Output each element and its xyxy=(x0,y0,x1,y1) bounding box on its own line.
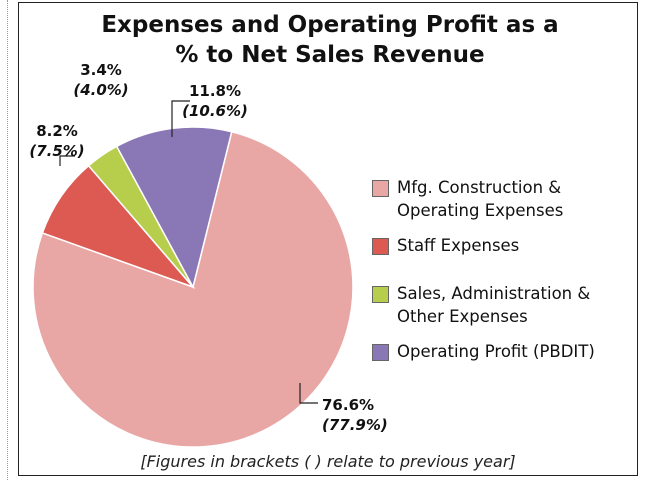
legend-swatch xyxy=(372,286,389,303)
previous-value-label: (7.5%) xyxy=(29,142,84,160)
legend-swatch xyxy=(372,344,389,361)
legend-item: Operating Profit (PBDIT) xyxy=(372,340,627,363)
dotted-border xyxy=(7,0,8,480)
frame xyxy=(18,2,638,476)
legend-item: Staff Expenses xyxy=(372,234,627,257)
legend-swatch xyxy=(372,238,389,255)
legend-item: Mfg. Construction & Operating Expenses xyxy=(372,176,627,222)
leader-line xyxy=(59,155,75,166)
footnote: [Figures in brackets ( ) relate to previ… xyxy=(140,452,516,471)
legend-swatch xyxy=(372,180,389,197)
previous-value-label: (10.6%) xyxy=(182,102,248,120)
value-label: 11.8% xyxy=(189,82,241,100)
leader-line xyxy=(171,100,190,137)
legend-item: Sales, Administration & Other Expenses xyxy=(372,282,627,328)
previous-value-label: (77.9%) xyxy=(322,416,388,434)
legend-label: Staff Expenses xyxy=(397,236,520,255)
previous-value-label: (4.0%) xyxy=(73,81,128,99)
legend-label: Mfg. Construction & Operating Expenses xyxy=(397,178,564,220)
value-label: 76.6% xyxy=(322,396,374,414)
value-label: 8.2% xyxy=(36,122,78,140)
legend-label: Sales, Administration & Other Expenses xyxy=(397,284,591,326)
pie-slice xyxy=(115,126,233,290)
pie-slice xyxy=(32,130,354,448)
chart-title: Expenses and Operating Profit as a % to … xyxy=(101,12,559,68)
legend-label: Operating Profit (PBDIT) xyxy=(397,342,595,361)
leader-line xyxy=(299,383,318,404)
value-label: 3.4% xyxy=(80,61,122,79)
